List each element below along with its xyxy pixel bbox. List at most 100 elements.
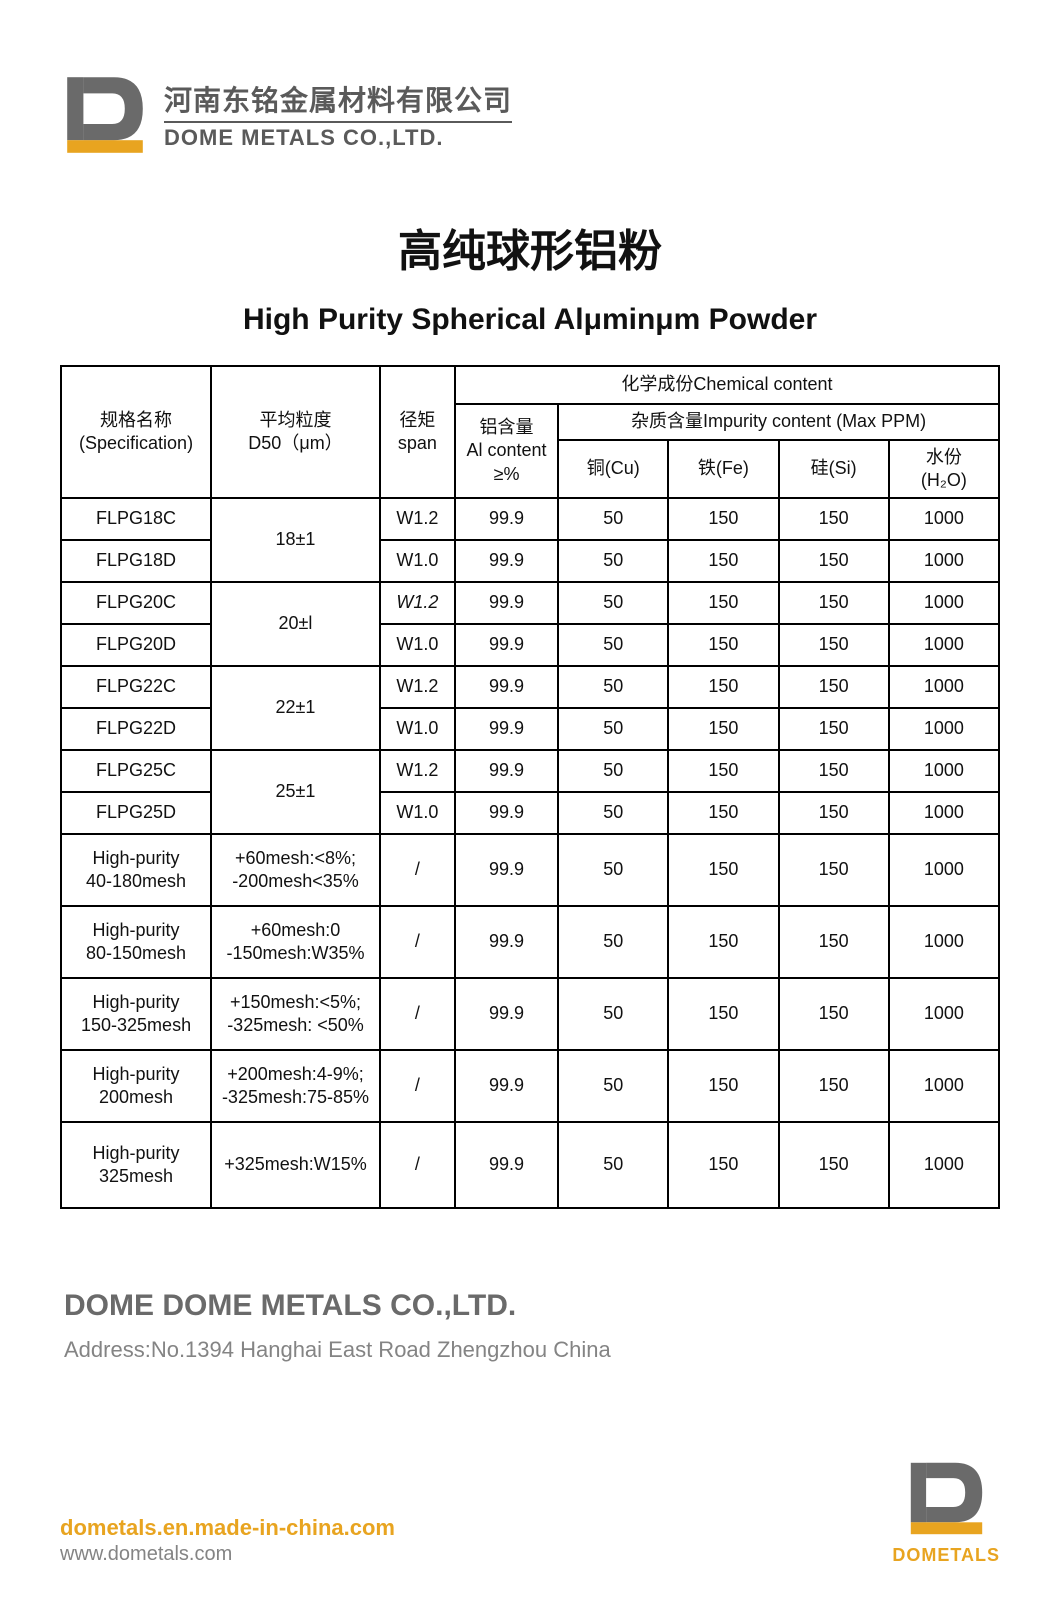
table-row: FLPG20DW1.099.9501501501000 — [61, 624, 999, 666]
cell-al: 99.9 — [455, 978, 558, 1050]
cell-spec: FLPG25D — [61, 792, 211, 834]
cell-si: 150 — [779, 834, 889, 906]
th-impurity-group: 杂质含量Impurity content (Max PPM) — [558, 404, 999, 440]
cell-cu: 50 — [558, 708, 668, 750]
cell-al: 99.9 — [455, 624, 558, 666]
cell-fe: 150 — [668, 978, 778, 1050]
cell-fe: 150 — [668, 498, 778, 540]
cell-d50: +325mesh:W15% — [211, 1122, 380, 1208]
cell-spec: FLPG22D — [61, 708, 211, 750]
cell-spec: FLPG25C — [61, 750, 211, 792]
logo-company-cn: 河南东铭金属材料有限公司 — [164, 79, 512, 123]
cell-al: 99.9 — [455, 540, 558, 582]
logo-text: 河南东铭金属材料有限公司 DOME METALS CO.,LTD. — [164, 79, 512, 151]
cell-d50: 18±1 — [211, 498, 380, 582]
cell-si: 150 — [779, 1122, 889, 1208]
cell-cu: 50 — [558, 978, 668, 1050]
cell-span: / — [380, 906, 455, 978]
cell-spec: High-purity80-150mesh — [61, 906, 211, 978]
cell-si: 150 — [779, 582, 889, 624]
th-chem-group: 化学成份Chemical content — [455, 366, 999, 404]
cell-h2o: 1000 — [889, 1050, 999, 1122]
page-title-cn: 高纯球形铝粉 — [60, 215, 1000, 279]
cell-h2o: 1000 — [889, 750, 999, 792]
cell-si: 150 — [779, 624, 889, 666]
cell-si: 150 — [779, 750, 889, 792]
cell-d50: +60mesh:0-150mesh:W35% — [211, 906, 380, 978]
company-block: DOME DOME METALS CO.,LTD. Address:No.139… — [60, 1289, 1000, 1363]
cell-fe: 150 — [668, 1122, 778, 1208]
cell-spec: High-purity325mesh — [61, 1122, 211, 1208]
cell-al: 99.9 — [455, 582, 558, 624]
cell-span: W1.0 — [380, 708, 455, 750]
table-row: FLPG25C25±1W1.299.9501501501000 — [61, 750, 999, 792]
cell-si: 150 — [779, 906, 889, 978]
cell-al: 99.9 — [455, 666, 558, 708]
table-row: FLPG20C20±lW1.299.9501501501000 — [61, 582, 999, 624]
cell-cu: 50 — [558, 498, 668, 540]
cell-span: W1.2 — [380, 498, 455, 540]
cell-span: W1.2 — [380, 582, 455, 624]
table-row: FLPG25DW1.099.9501501501000 — [61, 792, 999, 834]
cell-d50: 20±l — [211, 582, 380, 666]
th-al: 铝含量Al content≥% — [455, 404, 558, 498]
footer-logo-icon — [904, 1456, 989, 1541]
cell-fe: 150 — [668, 540, 778, 582]
cell-span: / — [380, 834, 455, 906]
cell-spec: FLPG22C — [61, 666, 211, 708]
table-row: High-purity150-325mesh+150mesh:<5%;-325m… — [61, 978, 999, 1050]
footer-link-secondary: www.dometals.com — [60, 1543, 395, 1566]
cell-d50: +60mesh:<8%;-200mesh<35% — [211, 834, 380, 906]
cell-d50: 22±1 — [211, 666, 380, 750]
cell-spec: High-purity150-325mesh — [61, 978, 211, 1050]
logo-mark-icon — [60, 70, 150, 160]
th-span: 径矩span — [380, 366, 455, 498]
table-row: High-purity80-150mesh+60mesh:0-150mesh:W… — [61, 906, 999, 978]
cell-al: 99.9 — [455, 792, 558, 834]
cell-fe: 150 — [668, 906, 778, 978]
th-d50: 平均粒度D50（μm） — [211, 366, 380, 498]
cell-fe: 150 — [668, 708, 778, 750]
cell-cu: 50 — [558, 666, 668, 708]
cell-al: 99.9 — [455, 1122, 558, 1208]
cell-cu: 50 — [558, 540, 668, 582]
cell-cu: 50 — [558, 834, 668, 906]
th-fe: 铁(Fe) — [668, 440, 778, 498]
cell-si: 150 — [779, 498, 889, 540]
cell-spec: FLPG20D — [61, 624, 211, 666]
footer-link-primary: dometals.en.made-in-china.com — [60, 1515, 395, 1541]
spec-table: 规格名称(Specification) 平均粒度D50（μm） 径矩span 化… — [60, 365, 1000, 1209]
cell-span: W1.2 — [380, 666, 455, 708]
header-logo: 河南东铭金属材料有限公司 DOME METALS CO.,LTD. — [60, 70, 1000, 160]
cell-spec: High-purity40-180mesh — [61, 834, 211, 906]
cell-fe: 150 — [668, 834, 778, 906]
cell-h2o: 1000 — [889, 1122, 999, 1208]
table-row: FLPG22C22±1W1.299.9501501501000 — [61, 666, 999, 708]
cell-span: W1.0 — [380, 540, 455, 582]
cell-cu: 50 — [558, 1122, 668, 1208]
cell-cu: 50 — [558, 624, 668, 666]
cell-si: 150 — [779, 666, 889, 708]
th-h2o: 水份(H₂O) — [889, 440, 999, 498]
company-name: DOME DOME METALS CO.,LTD. — [64, 1289, 1000, 1323]
cell-si: 150 — [779, 708, 889, 750]
cell-h2o: 1000 — [889, 498, 999, 540]
th-spec: 规格名称(Specification) — [61, 366, 211, 498]
page-title-en: High Purity Spherical Alμminμm Powder — [60, 303, 1000, 337]
cell-al: 99.9 — [455, 1050, 558, 1122]
cell-spec: FLPG18C — [61, 498, 211, 540]
cell-h2o: 1000 — [889, 834, 999, 906]
cell-h2o: 1000 — [889, 666, 999, 708]
cell-span: / — [380, 1050, 455, 1122]
cell-si: 150 — [779, 540, 889, 582]
table-row: High-purity200mesh+200mesh:4-9%;-325mesh… — [61, 1050, 999, 1122]
cell-spec: FLPG20C — [61, 582, 211, 624]
cell-si: 150 — [779, 1050, 889, 1122]
footer: dometals.en.made-in-china.com www.dometa… — [60, 1456, 1000, 1566]
footer-logo-label: DOMETALS — [892, 1545, 1000, 1566]
cell-span: W1.0 — [380, 792, 455, 834]
cell-d50: 25±1 — [211, 750, 380, 834]
cell-spec: FLPG18D — [61, 540, 211, 582]
cell-fe: 150 — [668, 1050, 778, 1122]
th-si: 硅(Si) — [779, 440, 889, 498]
